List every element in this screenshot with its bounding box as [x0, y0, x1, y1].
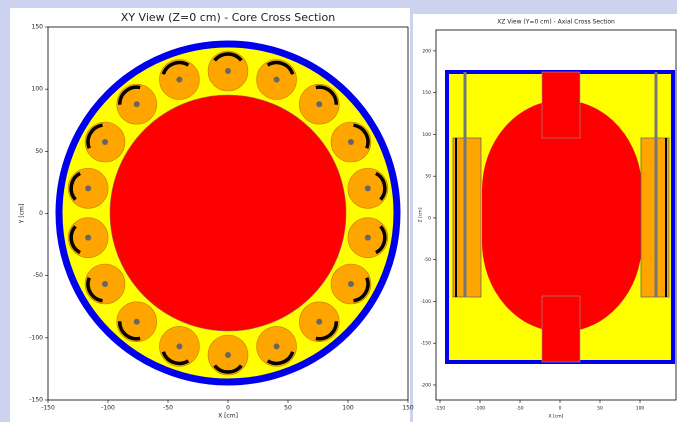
rod: [85, 185, 92, 192]
y-axis-label: Z [cm]: [418, 207, 424, 222]
drum: [452, 137, 482, 298]
absorber: [117, 321, 141, 341]
rod: [176, 343, 183, 350]
y-tick-label: 100: [32, 86, 44, 93]
absorber: [69, 171, 82, 201]
core: [482, 100, 642, 332]
rod: [364, 234, 371, 241]
chart-title: XY View (Z=0 cm) - Core Cross Section: [121, 11, 335, 24]
y-tick-label: 0: [39, 210, 43, 217]
x-tick-label: 150: [402, 405, 414, 412]
rod: [85, 234, 92, 241]
y-tick-label: -200: [421, 382, 431, 388]
rod: [102, 281, 109, 287]
y-tick-label: -100: [421, 299, 431, 305]
absorber: [353, 123, 370, 149]
x-axis-label: X [cm]: [218, 413, 238, 420]
x-tick-label: -50: [163, 405, 173, 412]
absorber: [117, 85, 141, 105]
absorber: [315, 321, 339, 341]
absorber: [86, 123, 103, 149]
rod: [102, 139, 109, 145]
x-tick-label: 100: [342, 405, 354, 412]
x-tick-label: -100: [475, 406, 485, 412]
rod: [133, 101, 140, 108]
rod: [273, 343, 280, 350]
rod: [316, 318, 323, 325]
rod: [316, 101, 323, 108]
rod: [133, 318, 140, 325]
rod: [347, 139, 354, 145]
axes-frame: [435, 29, 677, 401]
rod: [273, 76, 280, 83]
x-tick-label: -150: [41, 405, 55, 412]
absorber: [86, 277, 103, 303]
rod: [347, 281, 354, 287]
y-tick-label: 100: [422, 132, 431, 138]
x-tick-label: -50: [516, 406, 523, 412]
absorber: [213, 52, 243, 62]
core: [109, 94, 347, 332]
y-tick-label: -100: [29, 334, 43, 341]
chart-title: XZ View (Y=0 cm) - Axial Cross Section: [497, 19, 615, 26]
x-tick-label: -100: [101, 405, 115, 412]
absorber: [69, 225, 82, 255]
absorber: [374, 225, 387, 255]
rod: [225, 68, 231, 74]
x-tick-label: 50: [284, 405, 292, 412]
y-axis-label: Y [cm]: [19, 204, 26, 224]
absorber: [213, 364, 243, 374]
y-tick-label: -50: [424, 257, 431, 263]
y-tick-label: -50: [33, 272, 43, 279]
rod: [225, 352, 231, 358]
absorber: [374, 171, 387, 201]
x-tick-label: -150: [435, 406, 445, 412]
y-tick-label: -150: [29, 397, 43, 404]
xz-geometry: [445, 70, 675, 364]
x-tick-label: 0: [226, 405, 230, 412]
x-tick-label: 0: [559, 406, 562, 412]
y-tick-label: 150: [32, 24, 44, 31]
absorber: [161, 60, 190, 75]
x-axis-label: X [cm]: [549, 414, 564, 420]
y-tick-label: 200: [422, 48, 431, 54]
y-tick-label: 50: [425, 174, 431, 180]
rod: [364, 185, 371, 192]
y-tick-label: 50: [35, 148, 43, 155]
x-tick-label: 50: [597, 406, 603, 412]
upper-reflector: [541, 71, 581, 139]
absorber: [353, 277, 370, 303]
rod: [176, 76, 183, 83]
absorber: [315, 85, 339, 105]
y-tick-label: 150: [422, 90, 431, 96]
x-tick-label: 100: [636, 406, 645, 412]
absorber: [266, 351, 295, 366]
y-tick-label: -150: [421, 341, 431, 347]
absorber: [266, 60, 295, 75]
lower-reflector: [541, 295, 581, 363]
xy-geometry: [55, 40, 401, 386]
absorber: [161, 351, 190, 366]
y-tick-label: 0: [428, 215, 431, 221]
